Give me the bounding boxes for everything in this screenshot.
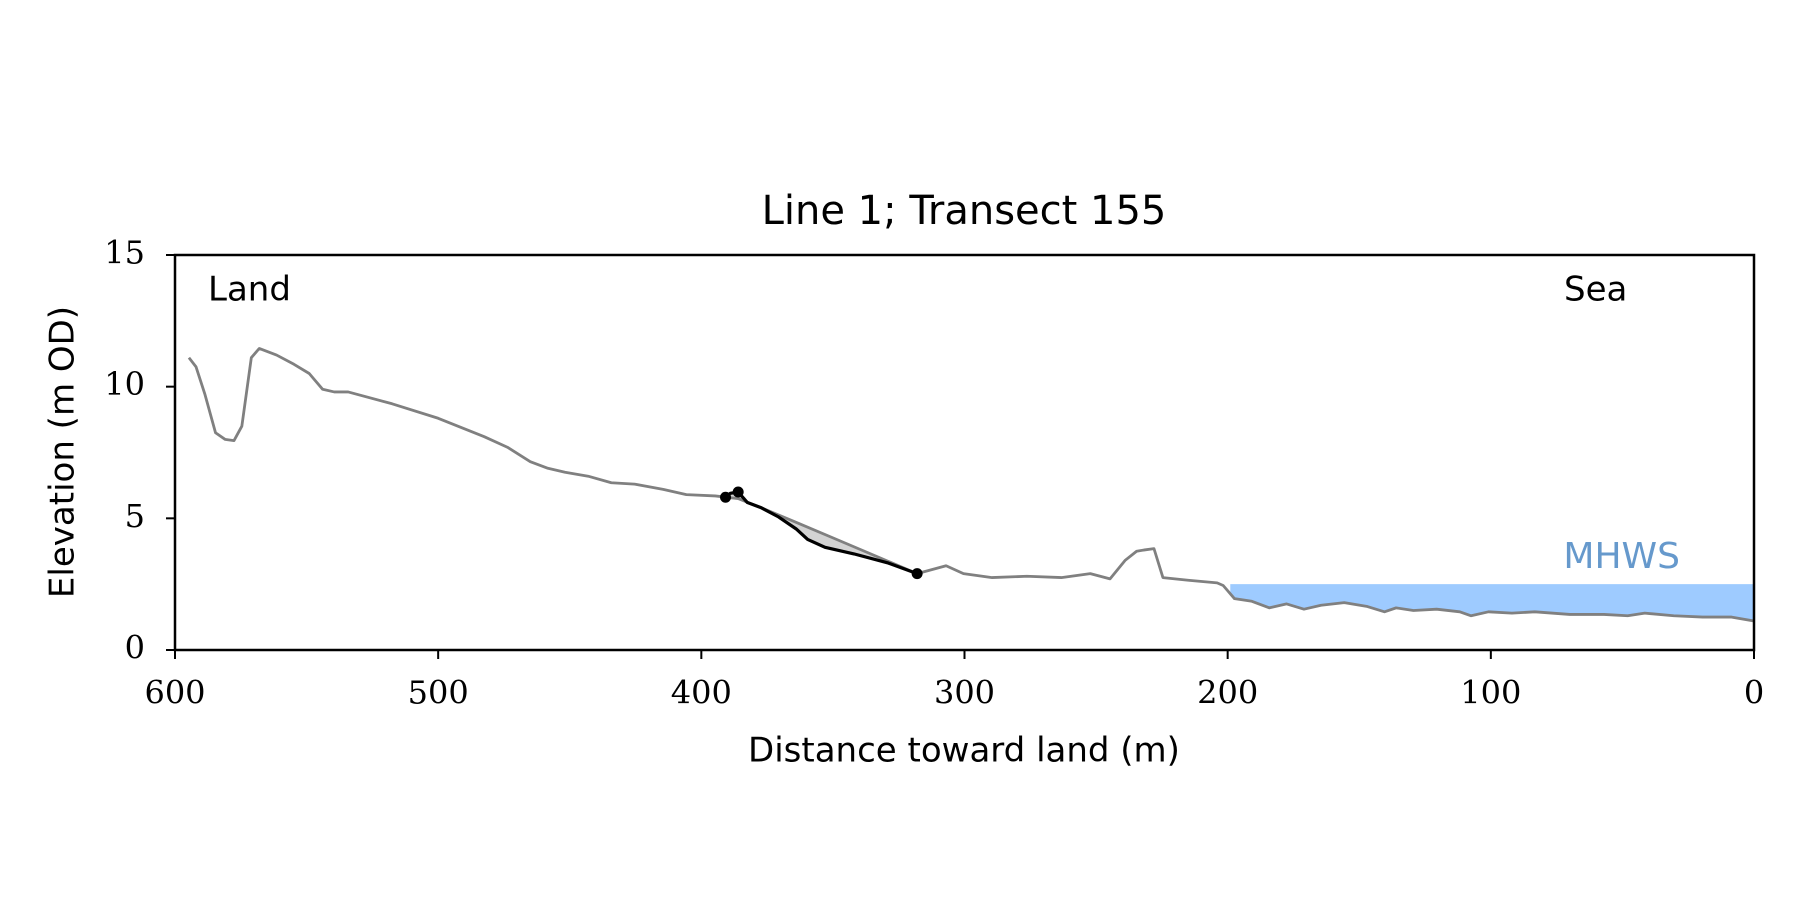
point bbox=[720, 491, 732, 503]
y-axis-label: Elevation (m OD) bbox=[43, 306, 83, 598]
point bbox=[911, 568, 923, 580]
x-tick-label: 300 bbox=[934, 674, 995, 712]
chart-title: Line 1; Transect 155 bbox=[762, 188, 1167, 234]
annotation: Sea bbox=[1564, 270, 1627, 310]
y-tick-label: 5 bbox=[125, 497, 145, 535]
point bbox=[732, 486, 744, 498]
mhws-area bbox=[1230, 584, 1754, 622]
annotation: Land bbox=[208, 270, 291, 310]
x-axis-label: Distance toward land (m) bbox=[748, 731, 1180, 771]
y-tick-label: 0 bbox=[125, 629, 145, 667]
x-tick-label: 400 bbox=[671, 674, 732, 712]
x-tick-label: 200 bbox=[1197, 674, 1258, 712]
y-tick-label: 10 bbox=[104, 365, 145, 403]
line bbox=[187, 347, 1755, 623]
y-tick-label: 15 bbox=[104, 234, 145, 272]
x-tick-label: 0 bbox=[1744, 674, 1764, 712]
x-tick-label: 600 bbox=[144, 674, 205, 712]
mhws-label: MHWS bbox=[1563, 536, 1680, 577]
x-tick-label: 100 bbox=[1460, 674, 1521, 712]
x-tick-label: 500 bbox=[408, 674, 469, 712]
